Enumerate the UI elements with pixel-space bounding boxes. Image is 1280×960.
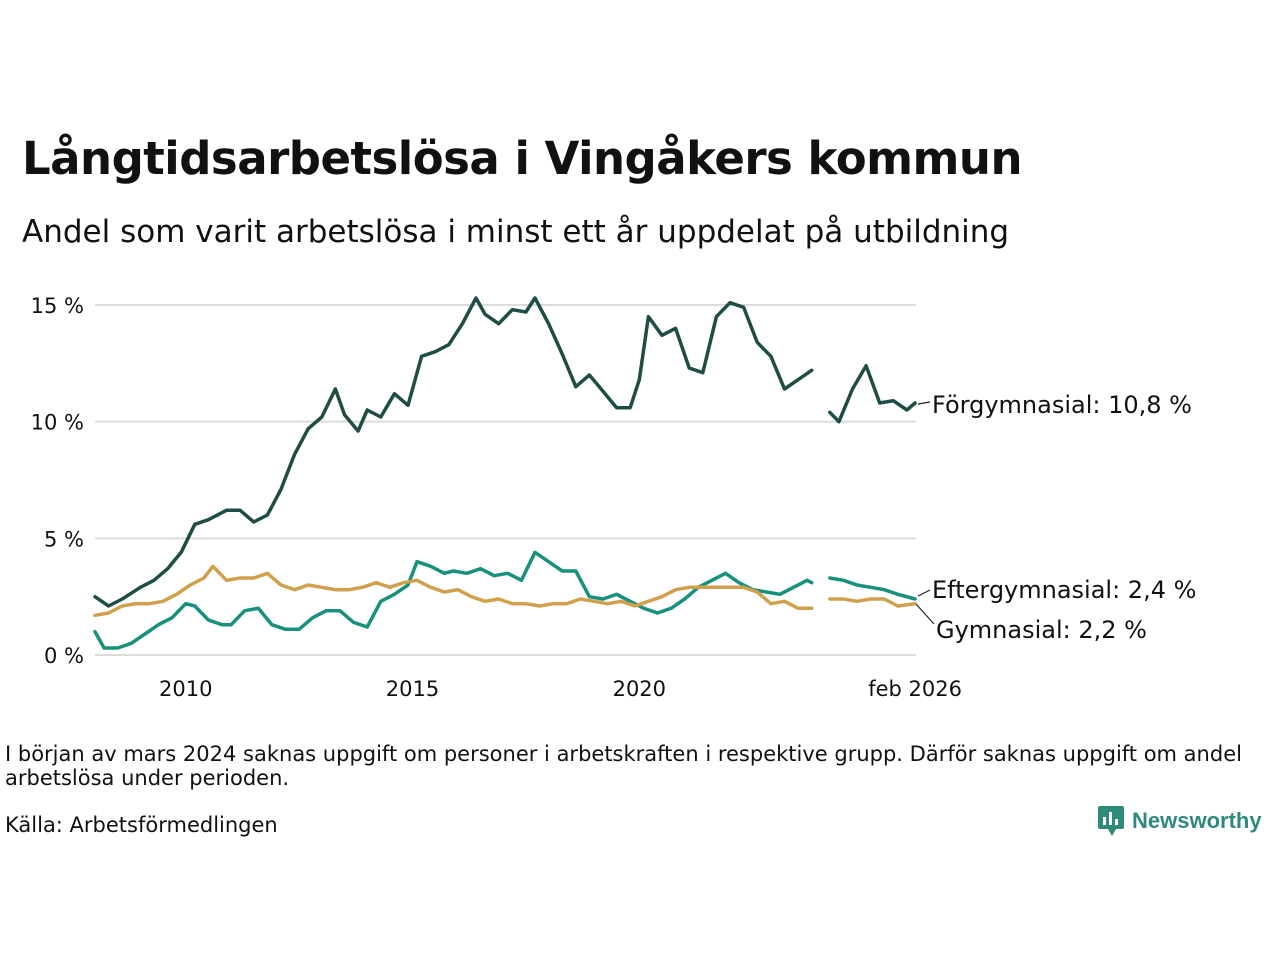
y-axis-ticks: 0 % 5 % 10 % 15 %	[31, 294, 84, 668]
y-tick-label: 0 %	[44, 644, 84, 668]
series-end-labels: Förgymnasial: 10,8 % Eftergymnasial: 2,4 …	[915, 391, 1196, 644]
x-axis-ticks: 2010 2015 2020 feb 2026	[159, 677, 962, 701]
chart-bubble-icon	[1098, 806, 1124, 836]
line-chart: 0 % 5 % 10 % 15 % 2010 2015 2020 feb 2026 Förg…	[31, 294, 1197, 701]
series-label-eftergymnasial: Eftergymnasial: 2,4 %	[932, 576, 1196, 604]
label-leader-line	[915, 603, 935, 625]
footnote: I början av mars 2024 saknas uppgift om …	[5, 742, 1242, 790]
y-tick-label: 15 %	[31, 294, 84, 318]
label-leader-line	[917, 589, 931, 597]
newsworthy-logo: Newsworthy	[1098, 806, 1262, 836]
chart-title: Långtidsarbetslösa i Vingåkers kommun	[22, 132, 1023, 185]
x-tick-label: 2020	[613, 677, 666, 701]
logo-text: Newsworthy	[1132, 808, 1262, 833]
x-tick-label: feb 2026	[868, 677, 962, 701]
series-label-gymnasial: Gymnasial: 2,2 %	[936, 616, 1147, 644]
series-line-förgymnasial	[93, 296, 917, 608]
series-line-gymnasial	[93, 564, 917, 618]
x-tick-label: 2015	[386, 677, 439, 701]
y-tick-label: 5 %	[44, 527, 84, 551]
series-line-eftergymnasial	[93, 550, 917, 650]
x-tick-label: 2010	[159, 677, 212, 701]
label-leader-line	[917, 401, 931, 405]
series-lines	[93, 296, 917, 650]
chart-subtitle: Andel som varit arbetslösa i minst ett å…	[22, 214, 1010, 250]
gridlines	[95, 304, 916, 656]
source-credit: Källa: Arbetsförmedlingen	[5, 813, 278, 837]
series-label-förgymnasial: Förgymnasial: 10,8 %	[932, 391, 1192, 419]
y-tick-label: 10 %	[31, 411, 84, 435]
